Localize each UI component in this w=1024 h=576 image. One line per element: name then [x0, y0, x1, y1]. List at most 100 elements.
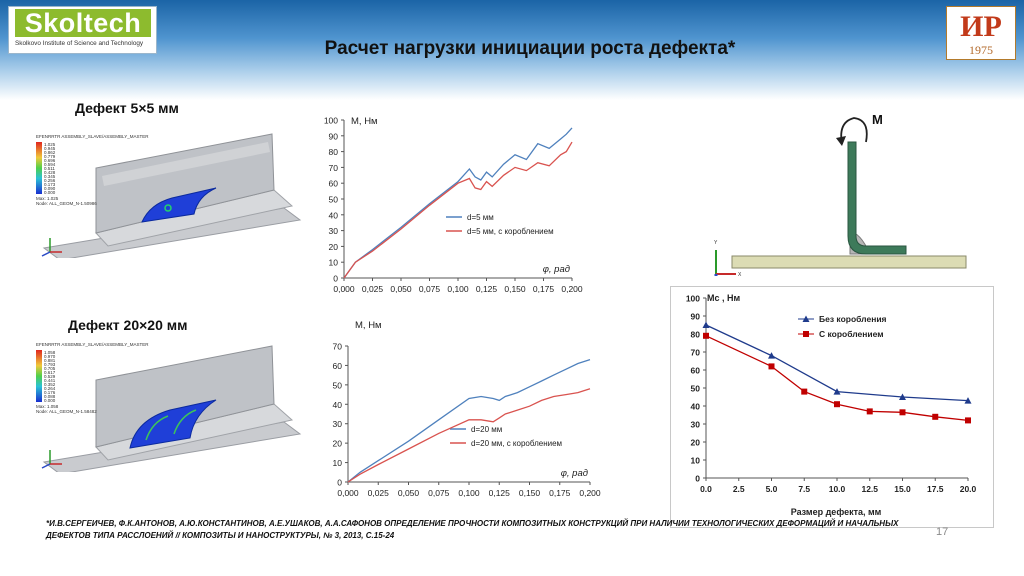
legend-label: d=5 мм — [467, 213, 494, 222]
chart-moment-20mm: 0,000 0,025 0,050 0,075 0,100 0,125 0,150 0,175… — [333, 320, 601, 498]
y-tick-label: 10 — [691, 456, 701, 466]
fem-large-legend-8: 0.352 — [44, 382, 56, 387]
fem-small-legend-7: 0.428 — [44, 170, 56, 175]
chart-moment-5mm: 0,000 0,025 0,050 0,075 0,100 0,125 0,150 0,175… — [324, 116, 583, 295]
x-tick-label: 5.0 — [766, 484, 778, 494]
x-tick-label: 0,100 — [447, 284, 469, 294]
x-tick-label: 0,075 — [419, 284, 441, 294]
y-tick-label: 90 — [691, 312, 701, 322]
skoltech-logo: Skoltech Skolkovo Institute of Science a… — [8, 6, 157, 54]
data-point-triangle — [964, 397, 972, 404]
x-tick-label: 0,000 — [333, 284, 355, 294]
x-tick-label: 0,150 — [519, 488, 541, 498]
data-point-square — [834, 401, 840, 408]
x-tick-label: 2.5 — [733, 484, 745, 494]
y-tick-label: 20 — [333, 439, 343, 449]
y-tick-label: 50 — [691, 384, 701, 394]
x-tick-label: 0,050 — [390, 284, 412, 294]
data-point-square — [866, 408, 873, 415]
fem-small-legend-0: 1.025 — [44, 142, 56, 147]
fem-small-legend-11: 0.090 — [44, 186, 56, 191]
x-tick-label: 0,200 — [561, 284, 583, 294]
header-band — [0, 0, 1024, 100]
fem-large-header: EFENRRTR ASSEMBLY_SLAVE/ASSEMBLY_MASTER — [36, 342, 149, 347]
slide-title: Расчет нагрузки инициации роста дефекта* — [324, 38, 736, 59]
legend-label: d=20 мм — [471, 425, 502, 434]
y-tick-label: 0 — [337, 478, 342, 488]
skoltech-logo-subtitle: Skolkovo Institute of Science and Techno… — [15, 40, 144, 47]
footnote-reference: *И.В.СЕРГЕИЧЕВ, Ф.К.АНТОНОВ, А.Ю.КОНСТАН… — [46, 519, 899, 540]
fem-small-legend-12: 0.000 — [44, 190, 56, 195]
fem-model-small: EFENRRTR ASSEMBLY_SLAVE/ASSEMBLY_MASTER … — [34, 128, 306, 258]
y-axis-label: M, Нм — [351, 116, 378, 127]
series-line-1 — [347, 358, 591, 483]
axis-x-label: X — [738, 272, 742, 278]
fem-large-legend-6: 0.529 — [44, 374, 56, 379]
axis-triad-icon — [41, 450, 62, 469]
y-tick-label: 90 — [329, 131, 339, 141]
fem-small-node: Node: ALL_GEOM_N-1.50986 — [36, 201, 97, 206]
data-point-square — [801, 388, 808, 395]
fem-large-max: Max: 1.058 — [36, 404, 59, 409]
x-tick-label: 0.0 — [700, 484, 712, 494]
y-tick-label: 20 — [329, 242, 339, 252]
arrowhead-icon — [836, 136, 846, 146]
x-tick-label: 0,025 — [368, 488, 390, 498]
institute-logo: ИР 1975 — [946, 6, 1016, 60]
page-number: 17 — [936, 526, 949, 538]
y-tick-label: 70 — [329, 163, 339, 173]
institute-logo-mark: ИР — [960, 10, 1002, 43]
x-tick-label: 0,150 — [504, 284, 526, 294]
y-tick-label: 0 — [333, 274, 338, 284]
data-point-square — [932, 413, 939, 420]
data-point-square — [703, 332, 709, 339]
x-tick-label: 7.5 — [798, 484, 810, 494]
data-point-square — [899, 409, 906, 416]
x-axis-label: φ, рад — [543, 264, 570, 275]
x-tick-label: 0,000 — [337, 488, 359, 498]
fem-small-legend-4: 0.696 — [44, 158, 56, 163]
data-point-triangle — [702, 321, 710, 328]
defect-small-caption: Дефект 5×5 мм — [75, 100, 179, 116]
x-tick-label: 15.0 — [894, 484, 911, 494]
fem-model-large: EFENRRTR ASSEMBLY_SLAVE/ASSEMBLY_MASTER … — [34, 340, 306, 472]
fem-small-max: Max: 1.025 — [36, 196, 59, 201]
fem-large-legend-2: 0.881 — [44, 358, 56, 363]
moment-label: M — [872, 112, 883, 127]
legend-marker-square — [803, 331, 809, 337]
fem-small-legend-9: 0.256 — [44, 178, 56, 183]
y-tick-label: 60 — [333, 361, 343, 371]
moment-arrow-icon — [840, 117, 868, 145]
fem-large-legend-10: 0.176 — [44, 390, 56, 395]
x-tick-label: 0,100 — [458, 488, 480, 498]
x-tick-label: 0,050 — [398, 488, 420, 498]
x-axis-label: φ, рад — [561, 468, 588, 479]
fem-large-legend-12: 0.000 — [44, 398, 56, 403]
defect-large-caption: Дефект 20×20 мм — [68, 317, 188, 333]
fem-small-header: EFENRRTR ASSEMBLY_SLAVE/ASSEMBLY_MASTER — [36, 134, 149, 139]
y-tick-label: 100 — [324, 116, 338, 126]
legend-label: Без коробления — [819, 314, 887, 324]
fem-small-legend-5: 0.594 — [44, 162, 56, 167]
x-tick-label: 0,125 — [489, 488, 511, 498]
chart-critical-moment-frame — [670, 286, 994, 528]
fem-small-legend-3: 0.779 — [44, 154, 56, 159]
x-tick-label: 0,125 — [476, 284, 498, 294]
y-tick-label: 70 — [333, 342, 343, 352]
y-tick-label: 40 — [329, 210, 339, 220]
fem-large-legend-5: 0.617 — [44, 370, 56, 375]
x-tick-label: 0,025 — [362, 284, 384, 294]
skoltech-logo-mark: Skoltech — [15, 9, 151, 37]
series-line-1 — [343, 127, 573, 279]
legend-marker-triangle — [802, 315, 810, 322]
x-tick-label: 10.0 — [829, 484, 846, 494]
fem-small-legend-2: 0.862 — [44, 150, 56, 155]
legend-label: d=20 мм, с короблением — [471, 439, 562, 448]
y-tick-label: 0 — [695, 474, 700, 484]
y-tick-label: 30 — [329, 226, 339, 236]
y-tick-label: 10 — [333, 458, 343, 468]
y-tick-label: 80 — [691, 330, 701, 340]
legend-label: С короблением — [819, 329, 884, 339]
series-line-2 — [347, 388, 591, 483]
y-axis-label: M, Нм — [355, 320, 382, 331]
